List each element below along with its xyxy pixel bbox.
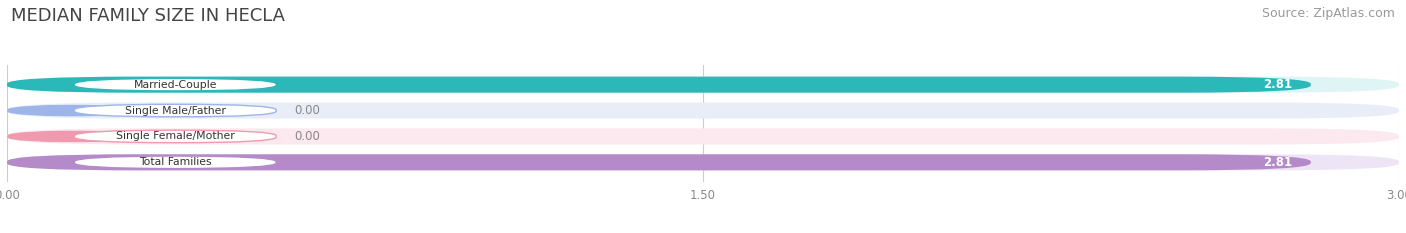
Text: Single Female/Mother: Single Female/Mother xyxy=(115,131,235,141)
Text: 0.00: 0.00 xyxy=(295,130,321,143)
FancyBboxPatch shape xyxy=(7,128,1399,144)
FancyBboxPatch shape xyxy=(7,103,1399,119)
FancyBboxPatch shape xyxy=(7,154,1399,170)
FancyBboxPatch shape xyxy=(75,104,276,117)
Text: MEDIAN FAMILY SIZE IN HECLA: MEDIAN FAMILY SIZE IN HECLA xyxy=(11,7,285,25)
Text: 2.81: 2.81 xyxy=(1263,156,1292,169)
FancyBboxPatch shape xyxy=(75,130,276,143)
Text: 0.00: 0.00 xyxy=(295,104,321,117)
Text: 2.81: 2.81 xyxy=(1263,78,1292,91)
Text: Single Male/Father: Single Male/Father xyxy=(125,106,226,116)
Text: Married-Couple: Married-Couple xyxy=(134,80,217,90)
FancyBboxPatch shape xyxy=(7,156,142,169)
FancyBboxPatch shape xyxy=(75,78,276,91)
FancyBboxPatch shape xyxy=(75,156,276,169)
FancyBboxPatch shape xyxy=(7,78,142,91)
Text: Source: ZipAtlas.com: Source: ZipAtlas.com xyxy=(1261,7,1395,20)
FancyBboxPatch shape xyxy=(7,104,142,117)
FancyBboxPatch shape xyxy=(7,154,1310,170)
Text: Total Families: Total Families xyxy=(139,157,211,167)
FancyBboxPatch shape xyxy=(7,130,142,143)
FancyBboxPatch shape xyxy=(7,77,1310,93)
FancyBboxPatch shape xyxy=(7,77,1399,93)
